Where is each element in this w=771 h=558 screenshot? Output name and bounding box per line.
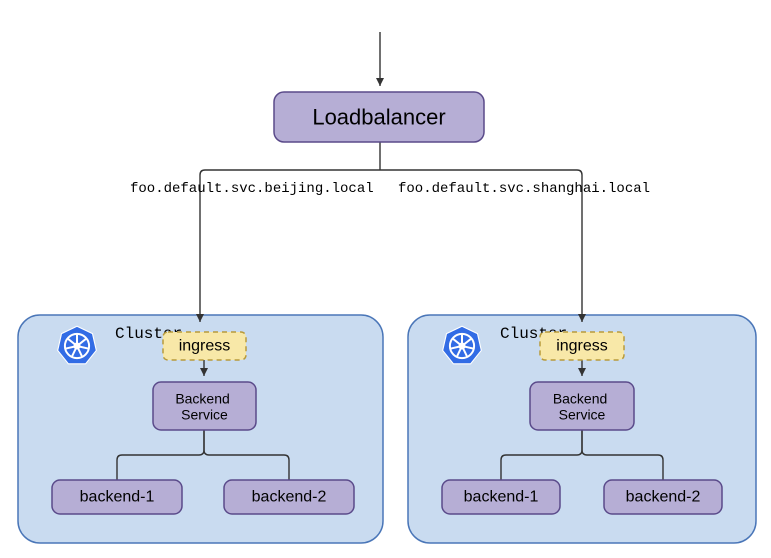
backend-service-label-right: Backend Service bbox=[553, 390, 611, 422]
backend1-label-left: backend-1 bbox=[80, 489, 155, 506]
backend-service-label-left-line1: Backend bbox=[175, 390, 229, 406]
edge-label-left: foo.default.svc.beijing.local bbox=[130, 181, 374, 197]
diagram-canvas: Cluster Cluster foo.default.svc.beijing.… bbox=[0, 0, 771, 558]
backend-service-label-left-line2: Service bbox=[181, 406, 228, 422]
backend-service-label-left: Backend Service bbox=[175, 390, 233, 422]
edge-label-right: foo.default.svc.shanghai.local bbox=[398, 181, 650, 197]
loadbalancer-label: Loadbalancer bbox=[312, 105, 445, 130]
backend2-label-left: backend-2 bbox=[252, 489, 327, 506]
ingress-label-right: ingress bbox=[556, 338, 608, 355]
ingress-label-left: ingress bbox=[179, 338, 231, 355]
backend-service-label-right-line2: Service bbox=[559, 406, 606, 422]
backend2-label-right: backend-2 bbox=[626, 489, 701, 506]
backend1-label-right: backend-1 bbox=[464, 489, 539, 506]
backend-service-label-right-line1: Backend bbox=[553, 390, 607, 406]
